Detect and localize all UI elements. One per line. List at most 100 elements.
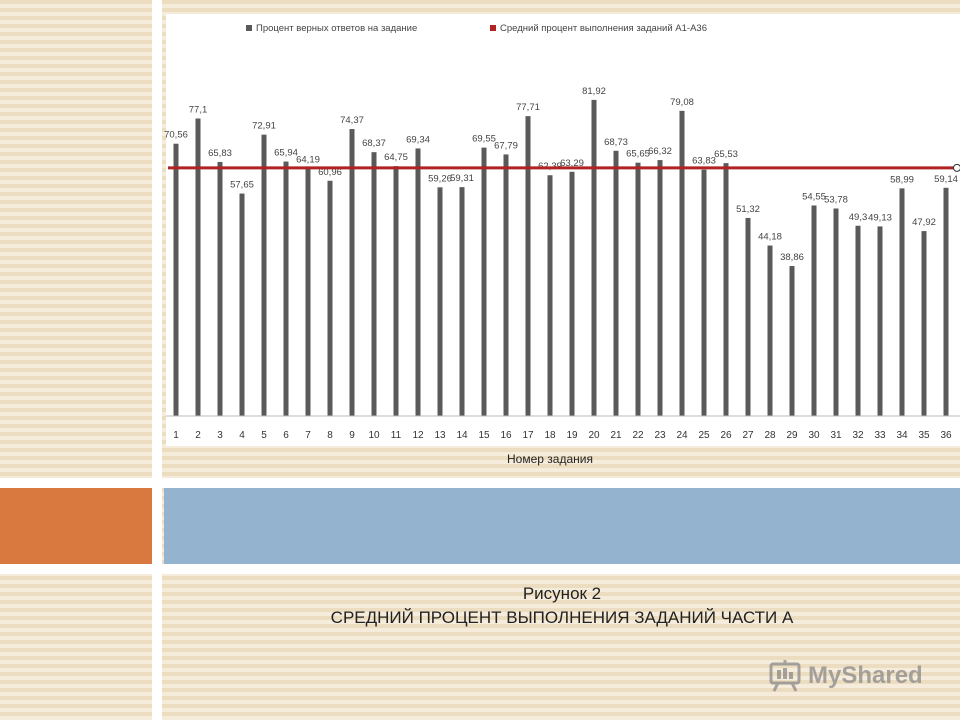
x-axis-label: Номер задания: [507, 452, 593, 466]
data-label: 65,53: [714, 149, 738, 160]
x-tick-labels: 1 2 3 4 5 6 7 8 9 10 11 12 13 14 15 16 17 18 19 20 21 22 23 24 2…: [173, 430, 952, 441]
x-tick-label: 18: [544, 430, 556, 441]
bar-series: [173, 99, 949, 417]
bar: [547, 175, 553, 416]
legend-label-bars: Процент верных ответов на задание: [256, 23, 417, 34]
data-label: 69,55: [472, 134, 496, 145]
data-label: 66,32: [648, 146, 672, 157]
bar: [811, 205, 817, 416]
x-tick-label: 5: [261, 430, 267, 441]
data-label: 68,37: [362, 138, 386, 149]
divider-horizontal-top: [0, 478, 960, 488]
data-label: 49,13: [868, 212, 892, 223]
data-label: 64,75: [384, 152, 408, 163]
legend: Процент верных ответов на задание Средний…: [246, 23, 707, 34]
data-label: 60,96: [318, 167, 342, 178]
x-tick-label: 30: [808, 430, 820, 441]
watermark: MyShared: [768, 656, 938, 696]
x-tick-label: 3: [217, 430, 223, 441]
x-tick-label: 34: [896, 430, 908, 441]
divider-horizontal-bottom: [0, 564, 960, 574]
data-label: 77,1: [189, 104, 208, 115]
x-tick-label: 10: [368, 430, 380, 441]
data-label: 68,73: [604, 137, 628, 148]
data-label: 53,78: [824, 194, 848, 205]
x-tick-label: 14: [456, 430, 468, 441]
x-tick-label: 13: [434, 430, 446, 441]
data-label: 59,31: [450, 173, 474, 184]
watermark-text: MyShared: [808, 662, 923, 689]
x-tick-label: 15: [478, 430, 490, 441]
average-line-marker: [953, 163, 960, 172]
x-tick-label: 6: [283, 430, 289, 441]
data-label: 65,65: [626, 149, 650, 160]
bar: [899, 188, 905, 416]
bar: [921, 231, 927, 416]
x-tick-label: 24: [676, 430, 688, 441]
x-tick-label: 2: [195, 430, 201, 441]
bar: [459, 187, 465, 416]
data-label: 81,92: [582, 86, 606, 97]
bar: [943, 187, 949, 416]
bar: [481, 147, 487, 416]
data-label: 74,37: [340, 115, 364, 126]
x-tick-label: 7: [305, 430, 311, 441]
bar: [877, 226, 883, 416]
bar: [635, 162, 641, 416]
x-tick-label: 25: [698, 430, 710, 441]
figure-caption: Рисунок 2 СРЕДНИЙ ПРОЦЕНТ ВЫПОЛНЕНИЯ ЗАД…: [164, 582, 960, 630]
x-tick-label: 36: [940, 430, 952, 441]
x-tick-label: 4: [239, 430, 245, 441]
x-tick-label: 26: [720, 430, 732, 441]
bar: [217, 161, 223, 416]
caption-figure-number: Рисунок 2: [522, 584, 602, 603]
x-tick-label: 19: [566, 430, 578, 441]
bar: [789, 266, 795, 416]
bar: [327, 180, 333, 416]
data-label: 57,65: [230, 180, 254, 191]
bar: [701, 169, 707, 416]
bar: [679, 110, 685, 416]
bar: [657, 160, 663, 416]
data-label: 64,19: [296, 154, 320, 165]
x-tick-label: 32: [852, 430, 864, 441]
chart-panel: Процент верных ответов на задание Средний…: [164, 0, 960, 478]
x-tick-label: 33: [874, 430, 886, 441]
x-tick-label: 16: [500, 430, 512, 441]
x-tick-label: 23: [654, 430, 666, 441]
bar: [855, 225, 861, 416]
accent-band: [164, 488, 960, 564]
chart: Процент верных ответов на задание Средний…: [164, 14, 960, 466]
x-tick-label: 11: [391, 430, 402, 441]
bar: [525, 116, 531, 416]
bar: [393, 166, 399, 416]
x-tick-label: 35: [918, 430, 930, 441]
bar: [591, 99, 597, 416]
data-label: 51,32: [736, 204, 760, 215]
data-label: 47,92: [912, 217, 936, 228]
bar: [437, 187, 443, 416]
legend-label-line: Средний процент выполнения заданий А1-А3…: [500, 23, 707, 34]
data-label: 79,08: [670, 97, 694, 108]
data-label: 44,18: [758, 232, 782, 243]
bar: [613, 150, 619, 416]
accent-block: [0, 488, 152, 564]
x-tick-label: 27: [742, 430, 754, 441]
legend-swatch-line: [490, 25, 496, 31]
x-tick-label: 22: [632, 430, 644, 441]
divider-vertical: [152, 0, 162, 720]
bar: [833, 208, 839, 416]
data-label: 65,83: [208, 148, 232, 159]
x-tick-label: 12: [412, 430, 424, 441]
x-tick-label: 8: [327, 430, 333, 441]
x-tick-label: 29: [786, 430, 798, 441]
x-tick-label: 1: [173, 430, 179, 441]
data-label: 63,29: [560, 158, 584, 169]
data-label: 38,86: [780, 252, 804, 263]
data-label: 54,55: [802, 192, 826, 203]
bar: [261, 134, 267, 416]
bar: [305, 168, 311, 416]
bar: [745, 217, 751, 416]
bar: [723, 163, 729, 416]
